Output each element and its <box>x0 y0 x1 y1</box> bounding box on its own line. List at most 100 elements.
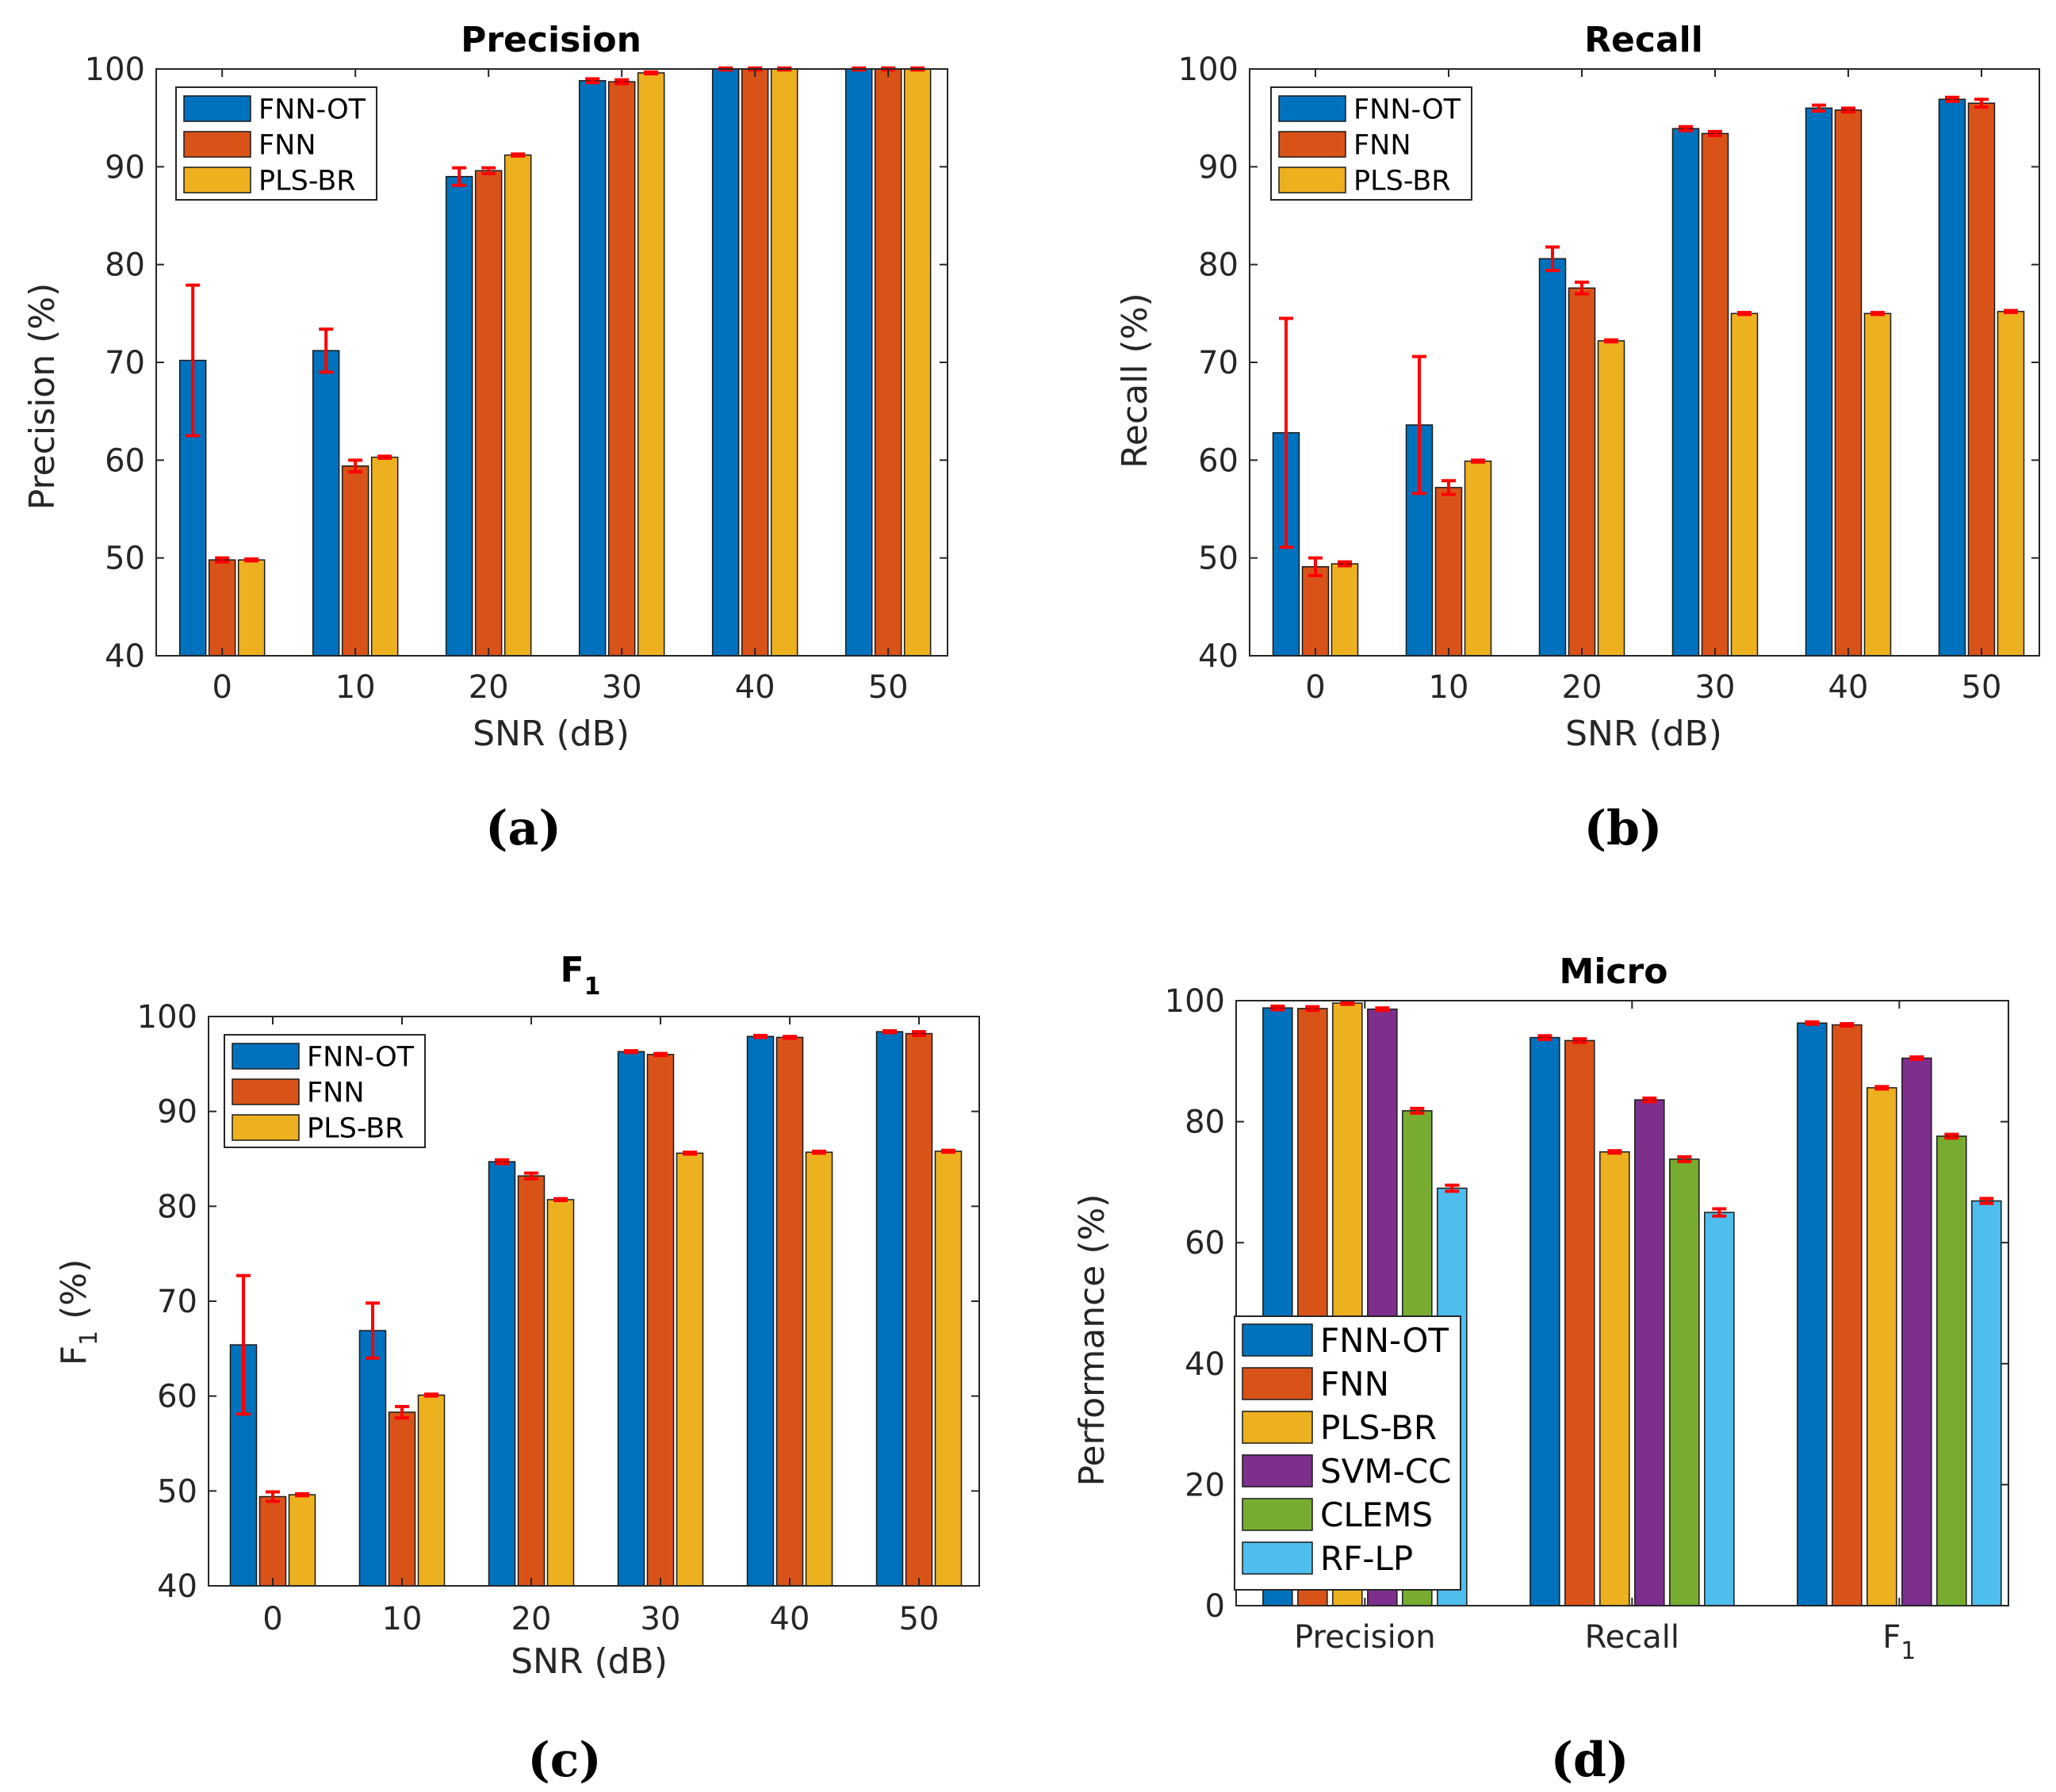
errorbar-c-pls-br-2 <box>553 1197 568 1203</box>
legend-item-fnn: FNN <box>1242 1365 1389 1403</box>
bar-c-pls-br-4 <box>805 1151 833 1587</box>
y-tick-label: 100 <box>137 999 197 1036</box>
bar-b-fnn-5 <box>1967 102 1996 657</box>
y-tick-label: 80 <box>157 1189 197 1225</box>
panel-d-label: (d) <box>1551 1733 1629 1788</box>
errorbar-b-pls-br-2 <box>1604 338 1618 344</box>
legend-label: PLS-BR <box>307 1113 404 1145</box>
errorbar-a-fnn-0 <box>215 556 230 564</box>
errorbar-a-pls-br-1 <box>377 454 392 460</box>
bar-c-pls-br-0 <box>288 1494 316 1587</box>
errorbar-c-fnn-ot-2 <box>495 1158 509 1166</box>
bar-c-fnn-4 <box>775 1036 804 1587</box>
x-tick-label-main: 50 <box>1962 669 2002 706</box>
legend-item-pls-br: PLS-BR <box>232 1113 404 1145</box>
chart-c-title: F1 <box>561 950 601 1001</box>
legend-label: FNN-OT <box>307 1042 415 1074</box>
bar-a-fnn-5 <box>874 68 902 657</box>
errorbar-a-fnn-1 <box>348 458 363 474</box>
errorbar-a-fnn-ot-3 <box>585 77 600 85</box>
bar-a-pls-br-3 <box>637 72 665 657</box>
bar-c-fnn-ot-3 <box>617 1051 645 1587</box>
bar-b-pls-br-0 <box>1330 563 1359 657</box>
bar-a-fnn-0 <box>208 559 236 657</box>
bar-b-fnn-1 <box>1434 487 1463 657</box>
bar-b-fnn-ot-2 <box>1538 258 1567 657</box>
x-tick-label: 20 <box>511 1601 552 1637</box>
panel-c-label: (c) <box>527 1733 601 1788</box>
x-tick-label-main: 10 <box>335 669 376 706</box>
errorbar-c-pls-br-0 <box>295 1491 309 1498</box>
errorbar-d-fnn-1 <box>1572 1037 1587 1044</box>
bar-d-clems-2 <box>1936 1135 1967 1606</box>
legend-label: RF-LP <box>1320 1539 1413 1578</box>
bar-b-pls-br-5 <box>1997 311 2025 657</box>
chart-c-plot: 40 50 60 70 80 90 100 0 10 20 30 40 50 FNN-OT FNN PLS-B… <box>137 999 980 1637</box>
legend-item-fnn: FNN <box>1278 130 1411 162</box>
errorbar-d-fnn-0 <box>1305 1005 1320 1013</box>
chart-c-title-main: F <box>561 950 584 990</box>
y-tick-label: 60 <box>1198 442 1239 479</box>
chart-b-xlabel: SNR (dB) <box>1565 714 1722 754</box>
x-tick-label: 0 <box>1305 669 1325 706</box>
x-tick-label-main: 20 <box>511 1601 552 1637</box>
x-tick-label: 40 <box>1828 669 1869 706</box>
y-tick-label: 80 <box>105 247 145 284</box>
panel-d: 0 20 40 60 80 100 Precision Recall F1 FNN-OT FNN PL… <box>1072 952 2009 1788</box>
panel-a-label: (a) <box>485 801 561 856</box>
y-tick-label: 60 <box>157 1379 197 1415</box>
bar-d-pls-br-2 <box>1866 1087 1897 1606</box>
errorbar-a-pls-br-3 <box>644 70 659 76</box>
errorbar-c-fnn-2 <box>524 1171 538 1181</box>
x-tick-label-main: 40 <box>1828 669 1869 706</box>
errorbar-a-fnn-ot-2 <box>452 166 467 187</box>
panel-a: 40 50 60 70 80 90 100 0 10 20 30 40 50 FNN-OT FNN PLS-B… <box>22 20 948 856</box>
errorbar-a-pls-br-0 <box>244 557 259 563</box>
bar-a-pls-br-1 <box>370 456 399 657</box>
panel-c: 40 50 60 70 80 90 100 0 10 20 30 40 50 FNN-OT FNN PLS-B… <box>54 950 980 1788</box>
chart-b-legend: FNN-OT FNN PLS-BR <box>1270 86 1472 201</box>
errorbar-d-svm-cc-1 <box>1642 1096 1657 1104</box>
x-tick-label: 0 <box>262 1601 282 1637</box>
bar-b-pls-br-2 <box>1597 340 1625 657</box>
bar-a-fnn-ot-2 <box>445 175 473 657</box>
legend-swatch <box>232 1078 300 1105</box>
bar-d-fnn-ot-2 <box>1797 1022 1828 1606</box>
x-tick-label-main: 10 <box>382 1601 423 1637</box>
bar-b-fnn-3 <box>1701 132 1729 657</box>
errorbar-b-fnn-ot-2 <box>1545 245 1560 273</box>
bar-c-fnn-ot-5 <box>875 1031 904 1587</box>
y-tick-label: 100 <box>1165 983 1225 1020</box>
bar-b-fnn-0 <box>1301 566 1330 657</box>
errorbar-b-pls-br-5 <box>2004 308 2018 315</box>
y-tick-label: 100 <box>1178 52 1239 88</box>
legend-swatch <box>232 1114 300 1141</box>
x-tick-label-main: 30 <box>602 669 642 706</box>
x-tick-label-main: 0 <box>1305 669 1325 706</box>
bar-d-fnn-2 <box>1832 1024 1863 1606</box>
y-tick-label: 20 <box>1185 1467 1225 1503</box>
x-tick-label-sub: 1 <box>1901 1637 1916 1665</box>
errorbar-d-clems-0 <box>1410 1106 1425 1115</box>
legend-label: PLS-BR <box>1353 166 1451 197</box>
panel-b-label: (b) <box>1584 801 1663 856</box>
errorbar-a-fnn-2 <box>481 166 496 175</box>
chart-d-axes-box <box>1235 1000 2009 1606</box>
x-tick-label: 10 <box>1429 669 1469 706</box>
chart-b-ylabel: Recall (%) <box>1115 293 1155 468</box>
legend-label: CLEMS <box>1320 1495 1433 1534</box>
errorbar-d-rf-lp-0 <box>1445 1183 1460 1193</box>
bar-a-pls-br-2 <box>503 154 532 657</box>
bar-a-fnn-ot-1 <box>312 350 340 657</box>
legend-swatch <box>1278 167 1346 193</box>
errorbar-c-pls-br-5 <box>941 1148 955 1154</box>
legend-swatch <box>1242 1541 1313 1575</box>
chart-c-ylabel-suffix: (%) <box>54 1259 94 1331</box>
bar-d-fnn-1 <box>1564 1040 1595 1606</box>
x-tick-label-main: 50 <box>868 669 909 706</box>
errorbar-b-fnn-ot-0 <box>1279 316 1293 549</box>
errorbar-d-clems-1 <box>1677 1154 1692 1163</box>
errorbar-d-fnn-ot-1 <box>1537 1034 1553 1041</box>
chart-a-xlabel: SNR (dB) <box>473 714 630 754</box>
x-tick-label: 10 <box>382 1601 423 1637</box>
